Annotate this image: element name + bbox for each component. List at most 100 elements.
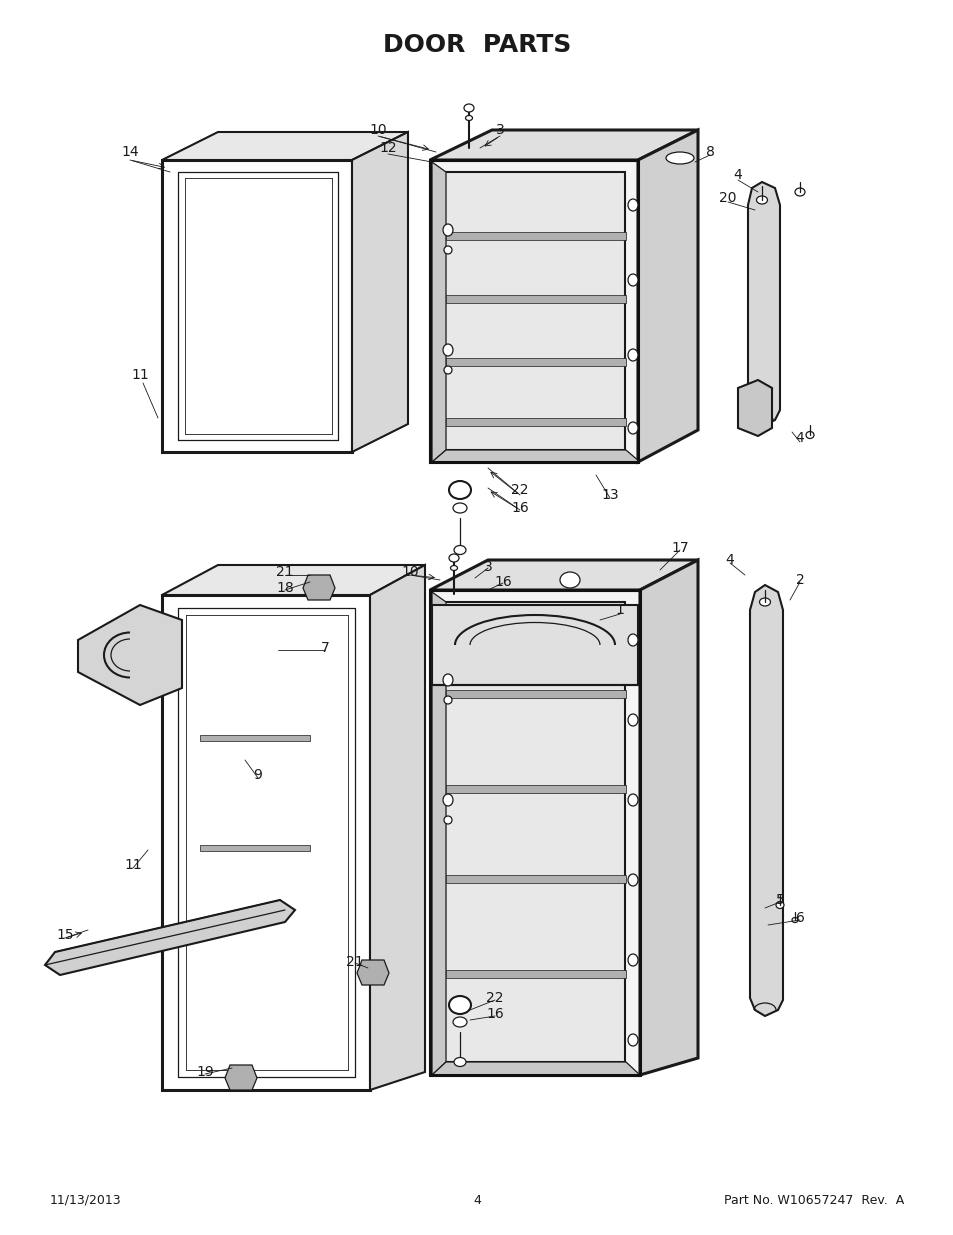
Ellipse shape <box>450 566 457 571</box>
Polygon shape <box>430 161 638 462</box>
Ellipse shape <box>453 1016 467 1028</box>
Polygon shape <box>446 785 625 793</box>
Polygon shape <box>370 564 424 1091</box>
Text: 10: 10 <box>369 124 386 137</box>
Text: 12: 12 <box>378 141 396 156</box>
Text: 10: 10 <box>401 564 418 579</box>
Polygon shape <box>432 162 446 462</box>
Polygon shape <box>200 845 310 851</box>
Polygon shape <box>162 564 424 595</box>
Polygon shape <box>432 592 446 1074</box>
Ellipse shape <box>627 274 638 287</box>
Text: 4: 4 <box>473 1193 480 1207</box>
Polygon shape <box>432 450 639 462</box>
Ellipse shape <box>449 555 458 562</box>
Ellipse shape <box>791 918 797 923</box>
Polygon shape <box>430 559 698 590</box>
Text: 19: 19 <box>196 1065 213 1079</box>
Ellipse shape <box>559 572 579 588</box>
Text: 13: 13 <box>600 488 618 501</box>
Text: 11: 11 <box>131 368 149 382</box>
Text: 6: 6 <box>795 911 803 925</box>
Ellipse shape <box>627 1034 638 1046</box>
Text: 4: 4 <box>733 168 741 182</box>
Polygon shape <box>303 576 335 600</box>
Polygon shape <box>446 295 625 303</box>
Text: 20: 20 <box>719 191 736 205</box>
Text: 16: 16 <box>494 576 512 589</box>
Ellipse shape <box>454 1057 465 1067</box>
Polygon shape <box>738 380 771 436</box>
Text: 22: 22 <box>486 990 503 1005</box>
Polygon shape <box>78 605 182 705</box>
Text: 1: 1 <box>615 603 624 618</box>
Ellipse shape <box>443 697 452 704</box>
Text: 16: 16 <box>511 501 528 515</box>
Text: 4: 4 <box>725 553 734 567</box>
Text: DOOR  PARTS: DOOR PARTS <box>382 33 571 57</box>
Polygon shape <box>444 172 624 450</box>
Polygon shape <box>444 601 624 1062</box>
Polygon shape <box>430 590 639 1074</box>
Text: 8: 8 <box>705 144 714 159</box>
Text: 18: 18 <box>275 580 294 595</box>
Ellipse shape <box>627 874 638 885</box>
Polygon shape <box>446 417 625 426</box>
Polygon shape <box>200 735 310 741</box>
Ellipse shape <box>775 902 783 909</box>
Text: 14: 14 <box>121 144 139 159</box>
Text: 15: 15 <box>56 927 73 942</box>
Ellipse shape <box>665 152 693 164</box>
Polygon shape <box>446 969 625 978</box>
Ellipse shape <box>756 196 767 204</box>
Polygon shape <box>446 876 625 883</box>
Polygon shape <box>749 585 782 1016</box>
Ellipse shape <box>443 366 452 374</box>
Ellipse shape <box>759 598 770 606</box>
Polygon shape <box>430 130 698 161</box>
Ellipse shape <box>627 953 638 966</box>
Text: 5: 5 <box>775 893 783 906</box>
Ellipse shape <box>442 345 453 356</box>
Ellipse shape <box>627 714 638 726</box>
Polygon shape <box>432 605 638 685</box>
Polygon shape <box>45 900 294 974</box>
Ellipse shape <box>627 422 638 433</box>
Text: 3: 3 <box>496 124 504 137</box>
Ellipse shape <box>627 634 638 646</box>
Text: 3: 3 <box>483 559 492 574</box>
Polygon shape <box>162 595 370 1091</box>
Ellipse shape <box>463 104 474 112</box>
Polygon shape <box>638 130 698 462</box>
Ellipse shape <box>453 503 467 513</box>
Ellipse shape <box>627 350 638 361</box>
Text: Part No. W10657247  Rev.  A: Part No. W10657247 Rev. A <box>723 1193 903 1207</box>
Text: 21: 21 <box>346 955 363 969</box>
Polygon shape <box>432 1062 639 1074</box>
Ellipse shape <box>627 794 638 806</box>
Text: 11: 11 <box>124 858 142 872</box>
Polygon shape <box>356 960 389 986</box>
Ellipse shape <box>449 480 471 499</box>
Polygon shape <box>446 690 625 698</box>
Polygon shape <box>162 132 408 161</box>
Polygon shape <box>352 132 408 452</box>
Text: 2: 2 <box>795 573 803 587</box>
Polygon shape <box>225 1065 256 1091</box>
Polygon shape <box>162 161 352 452</box>
Text: 9: 9 <box>253 768 262 782</box>
Text: 4: 4 <box>795 431 803 445</box>
Ellipse shape <box>465 116 472 121</box>
Text: 11/13/2013: 11/13/2013 <box>50 1193 121 1207</box>
Ellipse shape <box>627 199 638 211</box>
Polygon shape <box>639 559 698 1074</box>
Ellipse shape <box>442 674 453 685</box>
Polygon shape <box>446 358 625 366</box>
Text: 16: 16 <box>486 1007 503 1021</box>
Ellipse shape <box>794 188 804 196</box>
Text: 17: 17 <box>671 541 688 555</box>
Ellipse shape <box>443 816 452 824</box>
Text: 21: 21 <box>276 564 294 579</box>
Ellipse shape <box>454 546 465 555</box>
Polygon shape <box>747 182 780 426</box>
